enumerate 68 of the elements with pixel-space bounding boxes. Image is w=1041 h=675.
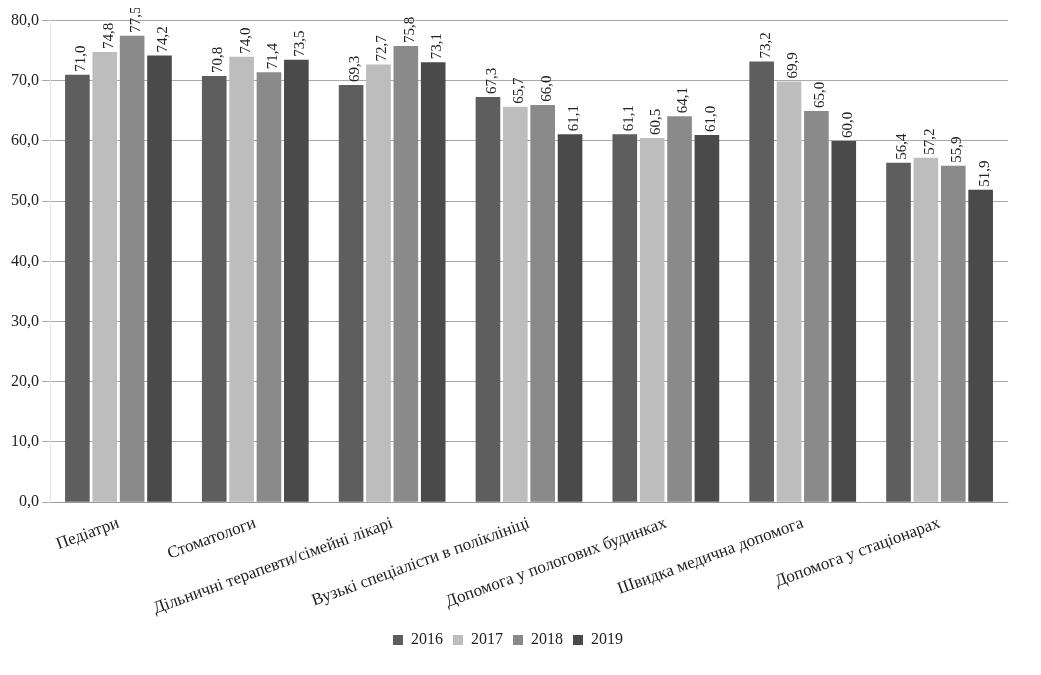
y-tick-label: 40,0 xyxy=(11,251,39,269)
data-label: 69,9 xyxy=(783,52,800,79)
data-label: 70,8 xyxy=(209,46,226,73)
bar xyxy=(65,74,90,502)
y-tick-label: 10,0 xyxy=(11,432,39,450)
data-label: 71,0 xyxy=(72,45,89,72)
data-label: 56,4 xyxy=(893,132,910,160)
data-label: 67,3 xyxy=(482,67,499,95)
bar xyxy=(557,134,583,502)
y-tick-label: 0,0 xyxy=(19,492,39,510)
bar xyxy=(968,189,993,502)
bar xyxy=(749,61,774,502)
y-tick-label: 20,0 xyxy=(11,371,39,389)
legend-label: 2019 xyxy=(591,630,623,648)
bar xyxy=(147,55,172,502)
data-label: 72,7 xyxy=(373,34,390,62)
bar xyxy=(940,165,966,502)
data-label: 61,0 xyxy=(701,105,718,132)
legend-label: 2017 xyxy=(471,630,503,648)
data-label: 60,5 xyxy=(647,108,664,135)
data-label: 55,9 xyxy=(948,136,965,163)
y-tick-label: 50,0 xyxy=(11,191,39,209)
bar xyxy=(393,45,419,502)
data-label: 61,1 xyxy=(564,105,581,132)
bar xyxy=(475,97,501,502)
bar xyxy=(667,116,692,502)
y-tick-label: 30,0 xyxy=(11,311,39,329)
data-label: 73,2 xyxy=(756,32,773,59)
data-label: 66,0 xyxy=(537,75,554,102)
y-tick-label: 70,0 xyxy=(11,71,39,88)
data-label: 64,1 xyxy=(674,87,691,114)
bar xyxy=(284,59,309,502)
y-tick-label: 60,0 xyxy=(11,131,39,149)
bar xyxy=(420,62,446,502)
data-label: 65,7 xyxy=(510,76,527,104)
bar xyxy=(338,85,364,502)
legend-label: 2018 xyxy=(531,630,563,648)
data-label: 65,0 xyxy=(811,81,828,108)
data-label: 69,3 xyxy=(346,55,363,83)
bar xyxy=(612,134,638,502)
data-label: 74,8 xyxy=(99,22,116,49)
bar xyxy=(530,104,555,502)
data-label: 75,8 xyxy=(400,16,417,43)
data-label: 71,4 xyxy=(263,42,280,70)
bar xyxy=(366,64,391,502)
data-label: 73,5 xyxy=(291,30,308,57)
bar xyxy=(886,162,911,502)
bar xyxy=(639,137,665,502)
data-label: 57,2 xyxy=(920,128,937,155)
bar xyxy=(694,134,720,502)
y-tick-label: 80,0 xyxy=(11,10,39,28)
data-label: 74,0 xyxy=(236,27,253,54)
bar xyxy=(119,35,145,502)
data-label: 60,0 xyxy=(838,111,855,138)
bar xyxy=(804,110,829,502)
bar xyxy=(201,75,227,502)
data-label: 51,9 xyxy=(975,160,992,187)
data-label: 73,1 xyxy=(428,32,445,60)
bar xyxy=(776,81,802,502)
bar xyxy=(229,56,254,502)
bar xyxy=(503,106,528,502)
bar xyxy=(92,51,118,502)
legend-label: 2016 xyxy=(411,630,443,648)
data-label: 61,1 xyxy=(619,105,636,132)
data-label: 74,2 xyxy=(154,26,171,53)
bar xyxy=(831,140,857,502)
bar xyxy=(913,157,939,502)
bar xyxy=(256,72,282,502)
